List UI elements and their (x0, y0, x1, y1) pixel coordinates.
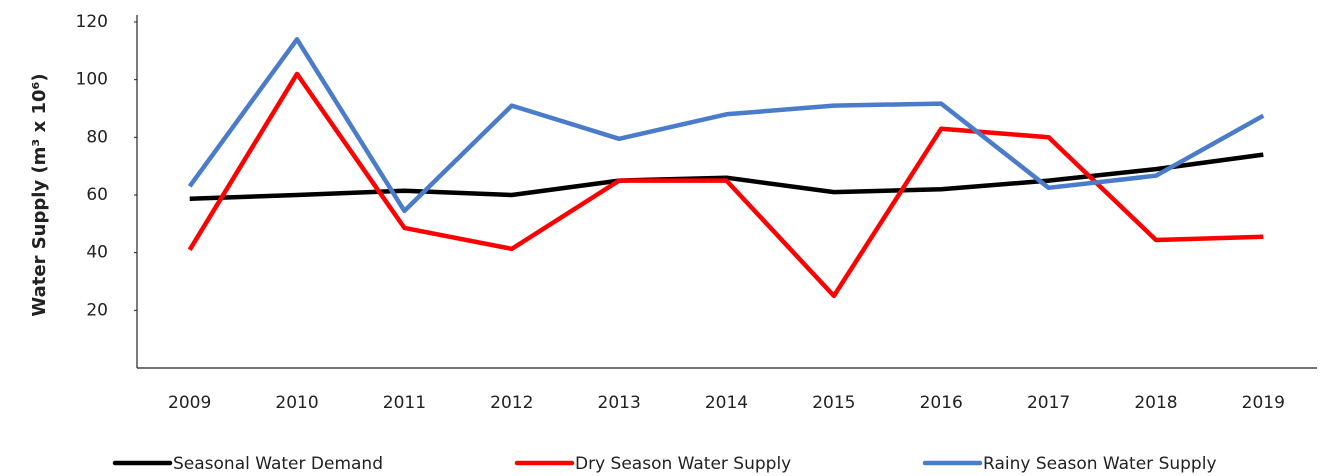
y-axis-label: Water Supply (m³ x 10⁶) (29, 73, 50, 316)
y-tick-label: 20 (86, 300, 108, 320)
series-line (187, 37, 1265, 214)
x-tick-label: 2012 (490, 393, 533, 413)
x-tick-label: 2010 (275, 393, 318, 413)
x-tick-label: 2016 (920, 393, 963, 413)
x-tick-label: 2018 (1134, 393, 1177, 413)
x-tick-label: 2015 (812, 393, 855, 413)
y-tick-label: 60 (86, 185, 108, 205)
y-tick-label: 100 (76, 70, 108, 90)
series-line (189, 152, 1264, 201)
x-tick-label: 2014 (705, 393, 748, 413)
y-tick-label: 80 (86, 127, 108, 147)
series-line (187, 71, 1264, 299)
y-tick-label: 120 (76, 12, 108, 32)
x-tick-label: 2013 (598, 393, 641, 413)
legend-label: Seasonal Water Demand (173, 454, 383, 474)
y-tick-label: 40 (86, 243, 108, 263)
x-tick-label: 2009 (168, 393, 211, 413)
x-tick-label: 2017 (1027, 393, 1070, 413)
legend-label: Dry Season Water Supply (575, 454, 791, 474)
x-tick-label: 2011 (383, 393, 426, 413)
x-tick-label: 2019 (1242, 393, 1285, 413)
legend-label: Rainy Season Water Supply (983, 454, 1217, 474)
